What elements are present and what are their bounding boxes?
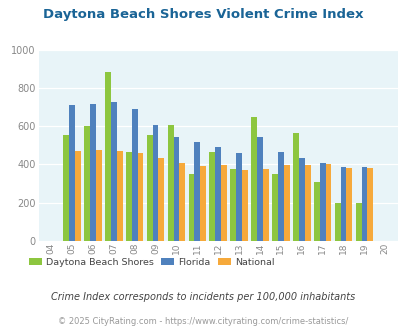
- Bar: [251, 117, 256, 241]
- Bar: [105, 72, 111, 241]
- Text: © 2025 CityRating.com - https://www.cityrating.com/crime-statistics/: © 2025 CityRating.com - https://www.city…: [58, 317, 347, 326]
- Bar: [131, 109, 137, 241]
- Bar: [292, 133, 298, 241]
- Bar: [152, 124, 158, 241]
- Bar: [334, 203, 340, 241]
- Bar: [298, 158, 304, 241]
- Bar: [256, 137, 262, 241]
- Text: Daytona Beach Shores Violent Crime Index: Daytona Beach Shores Violent Crime Index: [43, 8, 362, 21]
- Bar: [355, 203, 360, 241]
- Text: Crime Index corresponds to incidents per 100,000 inhabitants: Crime Index corresponds to incidents per…: [51, 292, 354, 302]
- Bar: [277, 152, 283, 241]
- Bar: [69, 105, 75, 241]
- Bar: [262, 169, 268, 241]
- Bar: [340, 167, 345, 241]
- Bar: [179, 163, 185, 241]
- Bar: [283, 165, 289, 241]
- Bar: [221, 165, 226, 241]
- Bar: [241, 170, 247, 241]
- Bar: [236, 153, 241, 241]
- Bar: [325, 164, 330, 241]
- Bar: [63, 135, 69, 241]
- Bar: [90, 104, 96, 241]
- Bar: [111, 102, 116, 241]
- Legend: Daytona Beach Shores, Florida, National: Daytona Beach Shores, Florida, National: [25, 254, 278, 271]
- Bar: [209, 152, 215, 241]
- Bar: [230, 169, 236, 241]
- Bar: [271, 174, 277, 241]
- Bar: [75, 151, 81, 241]
- Bar: [313, 182, 319, 241]
- Bar: [194, 142, 200, 241]
- Bar: [367, 168, 372, 241]
- Bar: [167, 125, 173, 241]
- Bar: [200, 166, 206, 241]
- Bar: [147, 135, 152, 241]
- Bar: [360, 167, 367, 241]
- Bar: [304, 165, 310, 241]
- Bar: [215, 148, 221, 241]
- Bar: [126, 152, 131, 241]
- Bar: [319, 163, 325, 241]
- Bar: [96, 150, 101, 241]
- Bar: [345, 168, 352, 241]
- Bar: [84, 126, 90, 241]
- Bar: [158, 158, 164, 241]
- Bar: [137, 153, 143, 241]
- Bar: [173, 137, 179, 241]
- Bar: [116, 151, 122, 241]
- Bar: [188, 174, 194, 241]
